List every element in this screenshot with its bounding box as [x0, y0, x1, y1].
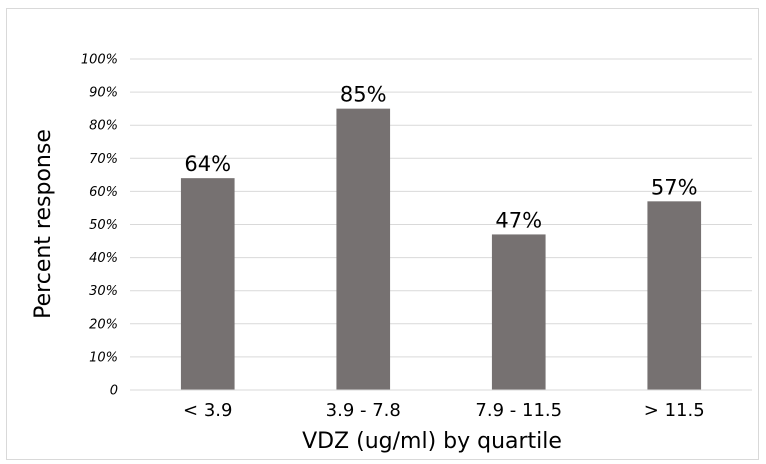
y-tick-label: 30%	[89, 284, 118, 299]
bars	[180, 108, 702, 391]
y-axis-title: Percent response	[31, 129, 56, 319]
y-tick-label: 10%	[89, 350, 118, 365]
data-label: 85%	[340, 83, 387, 107]
bar	[336, 108, 391, 391]
x-tick-label: 3.9 - 7.8	[326, 400, 401, 421]
y-tick-label: 90%	[89, 86, 118, 101]
data-label: 64%	[184, 152, 231, 176]
y-tick-label: 50%	[89, 218, 118, 233]
data-label: 57%	[651, 175, 698, 199]
bar	[180, 178, 235, 390]
y-tick-label: 100%	[81, 53, 118, 68]
y-tick-label: 0	[110, 384, 118, 399]
x-axis-title: VDZ (ug/ml) by quartile	[302, 429, 562, 454]
x-tick-label: < 3.9	[183, 400, 232, 421]
y-tick-label: 20%	[89, 317, 118, 332]
y-tick-label: 60%	[89, 185, 118, 200]
y-axis-ticks: 0 10% 20% 30% 40% 50% 60% 70% 80% 90% 100%	[81, 53, 118, 399]
x-tick-label: 7.9 - 11.5	[475, 400, 562, 421]
bar	[491, 234, 546, 390]
y-tick-label: 40%	[89, 251, 118, 266]
x-axis-ticks: < 3.9 3.9 - 7.8 7.9 - 11.5 > 11.5	[183, 400, 705, 421]
x-tick-label: > 11.5	[644, 400, 705, 421]
y-tick-label: 80%	[89, 119, 118, 134]
y-tick-label: 70%	[89, 152, 118, 167]
bar	[647, 201, 702, 390]
data-labels: 64% 85% 47% 57%	[184, 83, 697, 233]
data-label: 47%	[495, 208, 542, 232]
